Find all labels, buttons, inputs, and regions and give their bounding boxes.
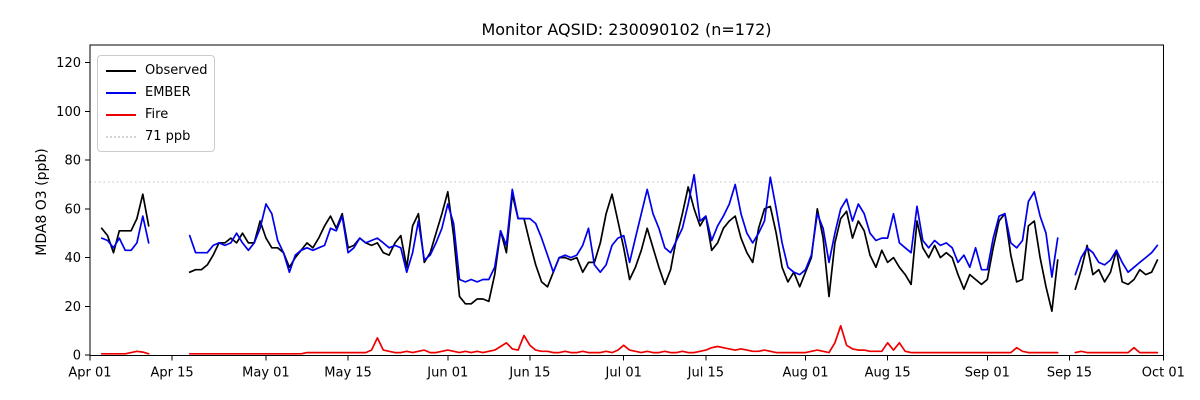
ember-line-swatch — [106, 91, 136, 94]
y-tick-label: 0 — [73, 349, 81, 364]
fire-line-swatch — [106, 113, 136, 116]
legend-label: EMBER — [145, 85, 191, 100]
ember-line — [188, 173, 1059, 283]
y-tick-label: 60 — [64, 202, 81, 217]
y-tick-label: 40 — [64, 251, 81, 266]
fire-line — [188, 324, 1059, 355]
legend-label: Fire — [145, 107, 169, 122]
legend-label: Observed — [145, 63, 208, 78]
x-tick-label: Sep 01 — [965, 366, 1010, 381]
threshold-line-swatch — [106, 135, 136, 138]
observed-line — [188, 186, 1059, 313]
fire-line — [1074, 346, 1159, 354]
x-tick-label: Apr 15 — [151, 366, 194, 381]
observed-line — [100, 193, 150, 254]
legend: Observed EMBER Fire 71 ppb — [97, 55, 215, 152]
y-tick-label: 20 — [64, 300, 81, 315]
x-tick-label: Aug 15 — [865, 366, 911, 381]
y-tick-label: 120 — [56, 56, 81, 71]
x-tick-label: Oct 01 — [1142, 366, 1185, 381]
x-tick-label: Aug 01 — [783, 366, 829, 381]
ember-line — [100, 215, 150, 252]
legend-item-threshold: 71 ppb — [106, 129, 204, 144]
x-tick-label: Apr 01 — [68, 366, 111, 381]
axes-spines — [89, 44, 1164, 356]
x-tick-label: Jul 15 — [687, 366, 724, 381]
x-tick-label: Sep 15 — [1047, 366, 1092, 381]
legend-item-ember: EMBER — [106, 85, 204, 100]
x-tick-label: Jun 01 — [426, 366, 468, 381]
ember-line — [1074, 244, 1159, 276]
chart-title: Monitor AQSID: 230090102 (n=172) — [481, 20, 772, 39]
legend-item-observed: Observed — [106, 63, 208, 78]
fire-line — [100, 350, 150, 355]
observed-line-swatch — [106, 69, 136, 72]
legend-label: 71 ppb — [145, 129, 191, 144]
x-tick-label: May 15 — [324, 366, 372, 381]
x-tick-label: Jun 15 — [508, 366, 550, 381]
y-tick-label: 100 — [56, 105, 81, 120]
x-tick-label: Jul 01 — [605, 366, 642, 381]
y-tick-label: 80 — [64, 154, 81, 169]
x-tick-label: May 01 — [242, 366, 290, 381]
legend-item-fire: Fire — [106, 107, 204, 122]
